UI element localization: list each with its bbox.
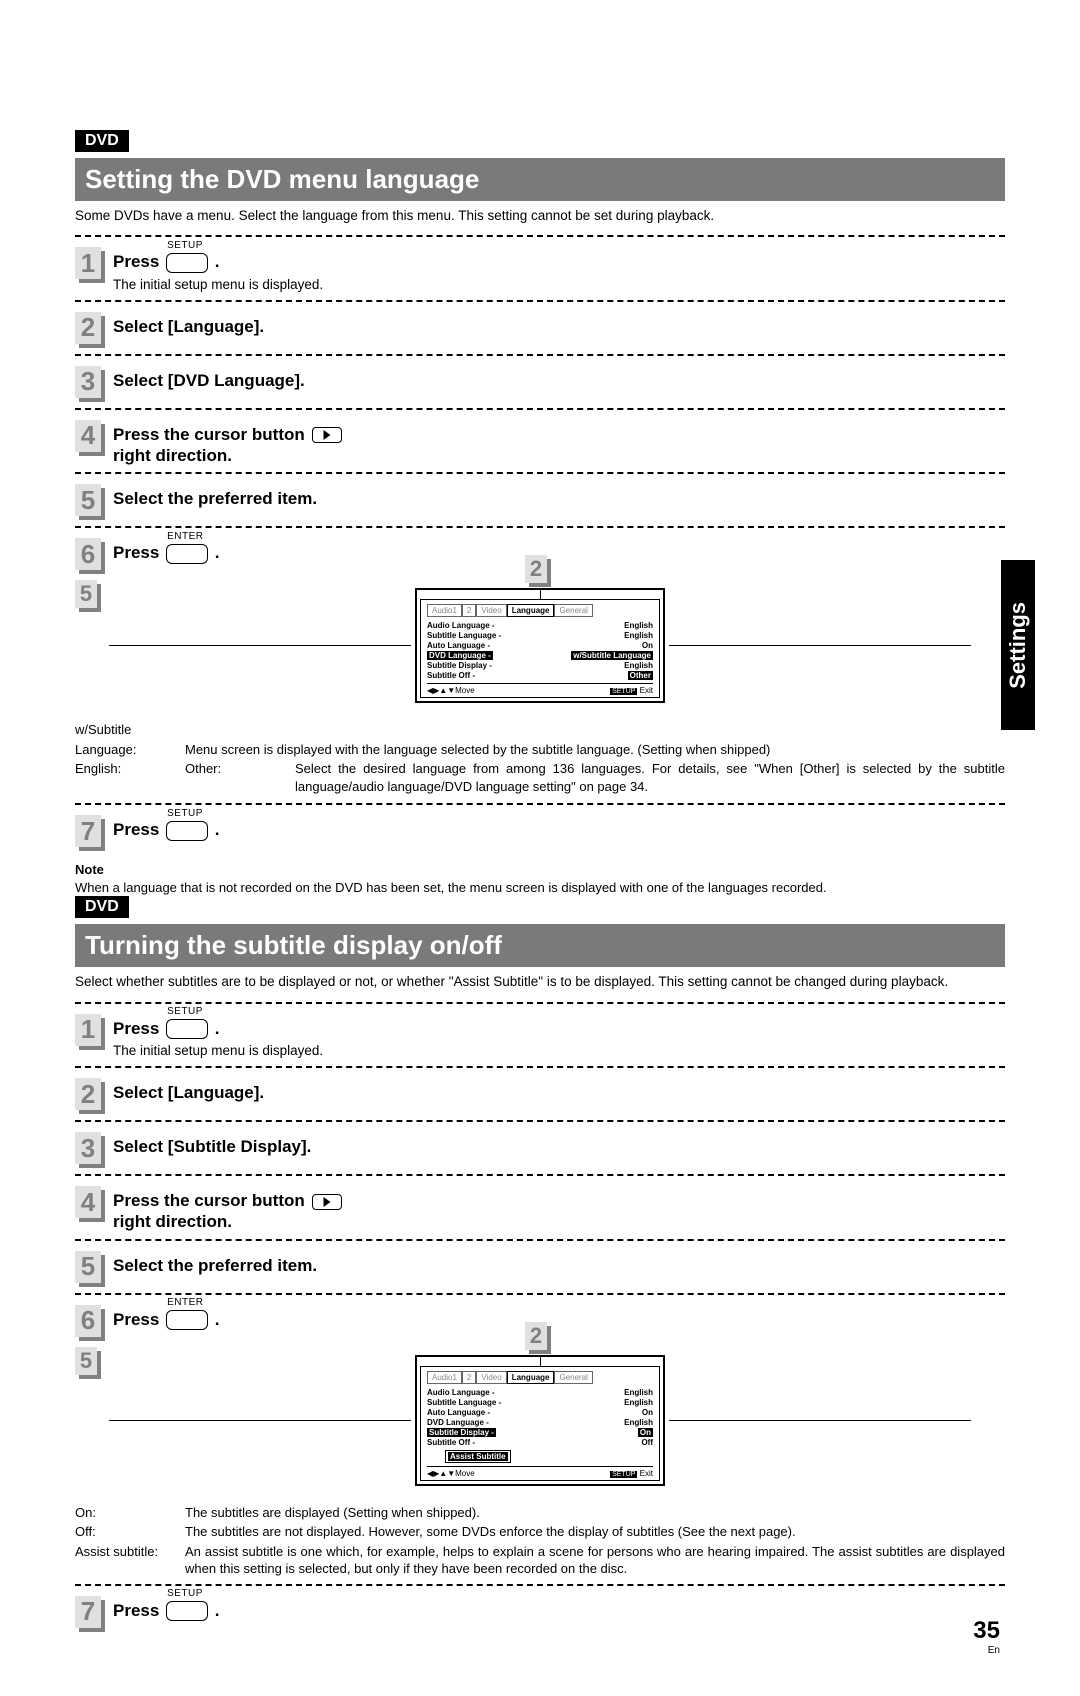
setup-button-icon: SETUP [166,253,208,273]
note-body: When a language that is not recorded on … [75,879,1005,897]
step-5: 55 Select the preferred item. [75,1251,1005,1287]
step-4: 44 Press the cursor button right directi… [75,1186,1005,1233]
step-1-text: Press [113,252,159,271]
step-1: 11 Press SETUP . The initial setup menu … [75,247,1005,293]
section-title-right: Turning the subtitle display on/off [75,924,1005,967]
page-content: DVD Setting the DVD menu language Some D… [75,130,1005,1636]
screen-tabs: Audio12VideoLanguageGeneral [427,604,653,617]
section-title-left: Setting the DVD menu language [75,158,1005,201]
step-1-sub: The initial setup menu is displayed. [113,277,1005,294]
side-tab-settings: Settings [1001,560,1035,730]
step-3: 33 Select [Subtitle Display]. [75,1132,1005,1168]
dvd-badge: DVD [75,896,129,918]
setup-button-icon: SETUP [166,1601,208,1621]
setup-button-icon: SETUP [166,821,208,841]
intro-right: Select whether subtitles are to be displ… [75,973,1005,991]
definitions-left: w/Subtitle Language:Menu screen is displ… [75,721,1005,896]
step-3: 33 Select [DVD Language]. [75,366,1005,402]
separator [75,235,1005,237]
enter-button-icon: ENTER [166,1310,208,1330]
dvd-badge: DVD [75,130,129,152]
setup-button-icon: SETUP [166,1019,208,1039]
definitions-right: On:The subtitles are displayed (Setting … [75,1504,1005,1578]
step-7: 77 Press SETUP . [75,815,1005,851]
note-heading: Note [75,861,1005,879]
cursor-right-icon [312,427,342,443]
enter-button-icon: ENTER [166,544,208,564]
step-5: 55 Select the preferred item. [75,484,1005,520]
step-2: 22 Select [Language]. [75,312,1005,348]
intro-left: Some DVDs have a menu. Select the langua… [75,207,1005,225]
page-number: 35 En [973,1617,1000,1656]
menu-screen-right: 33 22 Audio12VideoLanguageGeneral Audio … [75,1347,1005,1494]
cursor-right-icon [312,1194,342,1210]
menu-screen-left: 33 22 Audio12VideoLanguageGeneral Audio … [75,580,1005,711]
step-7: 77 Press SETUP . [75,1596,1005,1632]
step-2: 22 Select [Language]. [75,1078,1005,1114]
right-column: DVD Turning the subtitle display on/off … [75,896,1005,1631]
left-column: DVD Setting the DVD menu language Some D… [75,130,1005,1636]
step-4: 44 Press the cursor button right directi… [75,420,1005,467]
step-1: 11 Press SETUP . The initial setup menu … [75,1014,1005,1060]
